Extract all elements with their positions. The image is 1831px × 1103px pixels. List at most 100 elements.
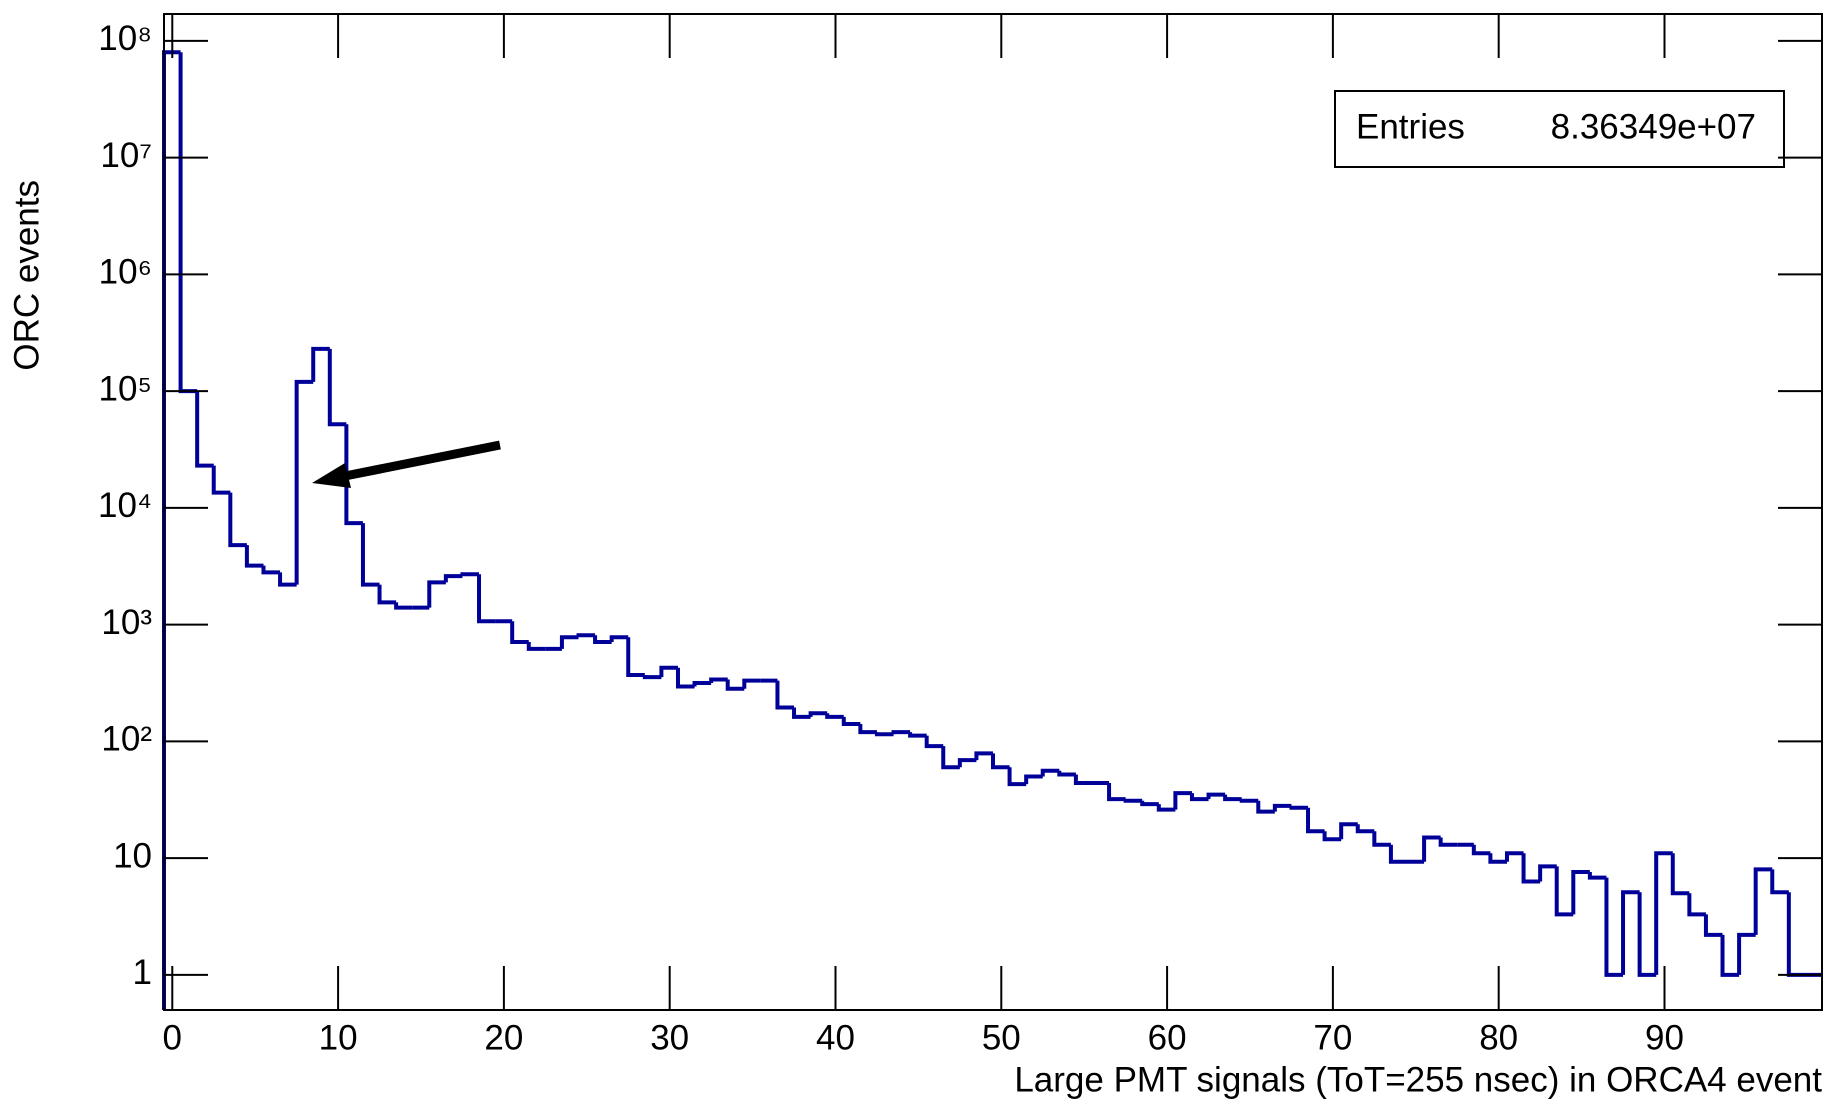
histogram-bin bbox=[1670, 853, 1690, 896]
x-tick-label: 90 bbox=[1645, 1018, 1684, 1057]
histogram-bin bbox=[709, 677, 728, 684]
histogram-bin bbox=[792, 707, 811, 719]
histogram-bin bbox=[294, 379, 314, 585]
histogram-bin bbox=[394, 602, 413, 610]
x-tick-label: 60 bbox=[1148, 1018, 1187, 1057]
stats-label: Entries bbox=[1356, 107, 1465, 146]
histogram-bin bbox=[642, 675, 662, 680]
y-tick-label: 10⁵ bbox=[99, 369, 152, 408]
histogram-bin bbox=[344, 424, 363, 526]
histogram-bin bbox=[1057, 770, 1076, 777]
arrow-head bbox=[312, 463, 351, 488]
histogram-bin bbox=[1140, 800, 1159, 807]
histogram-bin bbox=[327, 348, 347, 427]
histogram-bin bbox=[1471, 844, 1491, 856]
histogram-bin bbox=[360, 523, 380, 587]
histogram-bin bbox=[1720, 934, 1740, 977]
histogram-bin bbox=[1206, 792, 1226, 800]
histogram-bin bbox=[858, 723, 877, 735]
histogram-bin bbox=[228, 492, 247, 548]
histogram-bin bbox=[1272, 803, 1292, 812]
histogram-bin bbox=[211, 465, 231, 495]
histogram-bin bbox=[1654, 851, 1673, 975]
histogram-bin bbox=[195, 391, 214, 468]
histogram-bin bbox=[1604, 877, 1624, 977]
x-tick-label: 70 bbox=[1313, 1018, 1352, 1057]
x-tick-label: 80 bbox=[1479, 1018, 1518, 1057]
histogram-bin bbox=[1289, 805, 1309, 810]
y-axis-label: ORC events bbox=[7, 180, 46, 371]
histogram-bin bbox=[825, 713, 844, 719]
arrow-shaft bbox=[339, 440, 501, 482]
histogram-bin bbox=[526, 641, 546, 651]
y-tick-label: 10⁷ bbox=[100, 136, 152, 175]
histogram-bin bbox=[1554, 866, 1574, 917]
histogram-bin bbox=[675, 667, 695, 689]
histogram-bin bbox=[278, 572, 297, 587]
histogram-bin bbox=[460, 572, 480, 577]
histogram-bin bbox=[1223, 794, 1242, 802]
histogram-bin bbox=[609, 635, 629, 642]
histogram-bin bbox=[1737, 932, 1756, 975]
y-tick-label: 10⁸ bbox=[98, 19, 152, 58]
histogram-bin bbox=[1173, 791, 1192, 810]
stats-box bbox=[1334, 90, 1785, 168]
histogram-bin bbox=[1587, 872, 1607, 880]
histogram-bin bbox=[841, 716, 861, 726]
x-tick-label: 10 bbox=[319, 1018, 358, 1057]
histogram-bin bbox=[1339, 822, 1358, 840]
histogram-bin bbox=[742, 678, 761, 689]
histogram-bin bbox=[1256, 800, 1275, 814]
histogram-bin bbox=[1488, 853, 1507, 864]
histogram-bin bbox=[1024, 774, 1043, 785]
histogram-bin bbox=[1770, 869, 1789, 895]
histogram-bin bbox=[1372, 831, 1391, 847]
histogram-bin bbox=[443, 574, 463, 583]
y-tick-label: 10⁴ bbox=[98, 486, 152, 525]
plot-frame bbox=[163, 13, 1823, 1011]
x-tick-label: 50 bbox=[982, 1018, 1021, 1057]
histogram-bin bbox=[1538, 864, 1557, 882]
histogram-bin bbox=[261, 565, 281, 575]
histogram-bin bbox=[1521, 853, 1541, 884]
histogram-bin bbox=[1438, 837, 1458, 847]
histogram-bin bbox=[974, 751, 993, 761]
histogram-bin bbox=[1388, 844, 1408, 864]
y-tick-label: 10⁶ bbox=[99, 253, 152, 292]
histogram-bin bbox=[1007, 767, 1027, 787]
y-tick-label: 10³ bbox=[101, 603, 152, 642]
histogram-bin bbox=[244, 545, 264, 568]
histogram-bin bbox=[559, 635, 579, 649]
x-tick-label: 0 bbox=[163, 1018, 182, 1057]
histogram-bin bbox=[1239, 798, 1259, 803]
histogram-bin bbox=[626, 637, 645, 678]
histogram-bin bbox=[891, 730, 911, 735]
histogram-bin bbox=[775, 680, 795, 710]
histogram-bin bbox=[1306, 807, 1325, 834]
histogram-bin bbox=[808, 711, 828, 717]
histogram-bin bbox=[1123, 798, 1143, 803]
histogram-bin bbox=[1571, 870, 1590, 915]
histogram-bin bbox=[991, 753, 1010, 770]
histogram-bin bbox=[1156, 804, 1176, 812]
histogram-bin bbox=[1504, 851, 1524, 862]
histogram-bin bbox=[593, 635, 612, 644]
y-tick-label: 10² bbox=[101, 720, 152, 759]
histogram-bin bbox=[1040, 768, 1060, 777]
x-tick-label: 30 bbox=[650, 1018, 689, 1057]
histogram-bin bbox=[1189, 793, 1209, 802]
histogram-bin bbox=[311, 346, 330, 382]
histogram-bin bbox=[1621, 890, 1640, 975]
histogram-bin bbox=[1355, 824, 1375, 834]
histogram-bin bbox=[692, 681, 712, 687]
histogram-bin bbox=[659, 665, 678, 678]
histogram-bin bbox=[874, 732, 894, 737]
histogram-bin bbox=[908, 732, 927, 738]
histogram-bin bbox=[477, 574, 496, 624]
histogram-bin bbox=[1322, 831, 1342, 842]
histogram-bin bbox=[1637, 892, 1657, 977]
histogram-bin bbox=[1422, 835, 1441, 862]
